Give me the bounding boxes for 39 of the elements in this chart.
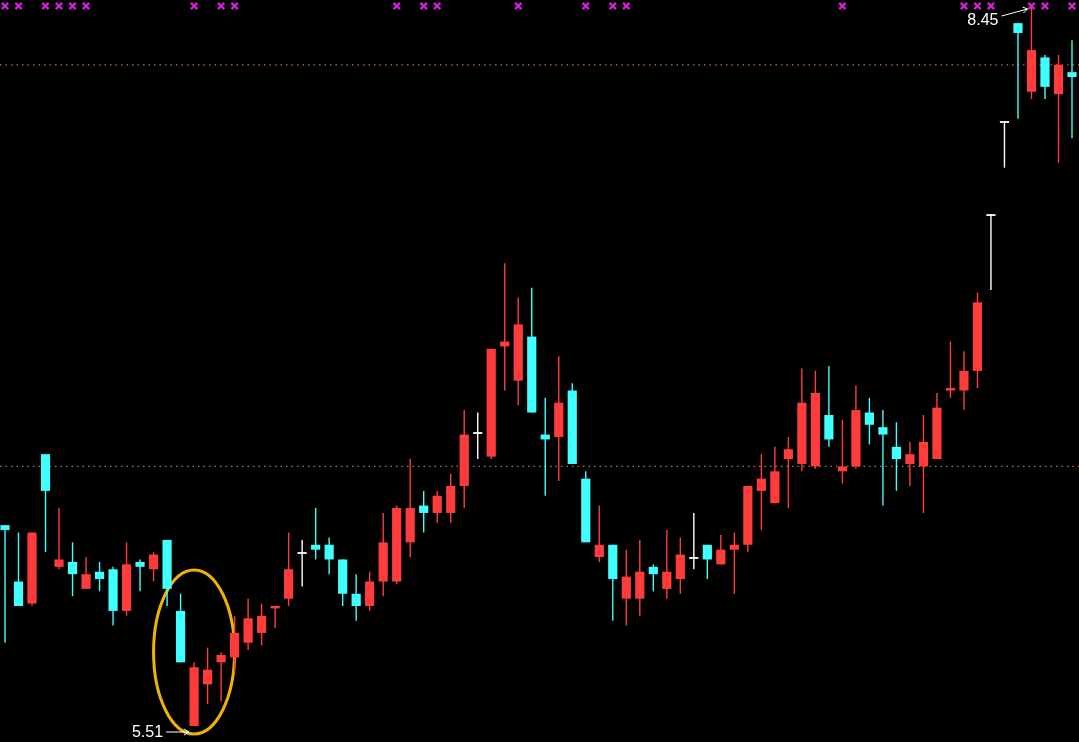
- annotation: 8.45: [967, 11, 999, 28]
- candlestick: [662, 529, 672, 600]
- candlestick: [297, 539, 307, 588]
- candlestick: [729, 531, 739, 595]
- candlestick: [419, 490, 429, 534]
- candlestick: [999, 120, 1010, 169]
- candlestick: [689, 512, 699, 570]
- candlestick: [905, 441, 915, 487]
- candlestick: [473, 411, 483, 460]
- candlestick: [311, 507, 321, 561]
- candlestick: [702, 544, 712, 580]
- candlestick: [54, 507, 64, 570]
- candlestick: [864, 397, 874, 446]
- annotation: 5.51: [131, 723, 164, 740]
- candlestick: [0, 524, 10, 644]
- candlestick: [959, 350, 969, 411]
- candlestick: [324, 536, 334, 575]
- candlestick: [351, 573, 361, 622]
- candlestick: [257, 602, 267, 646]
- candlestick: [67, 541, 78, 597]
- candlestick: [594, 504, 604, 563]
- candlestick: [986, 213, 996, 291]
- candlestick: [432, 490, 442, 524]
- candlestick: [837, 419, 847, 485]
- candlestick: [216, 651, 226, 703]
- candlestick: [135, 558, 145, 593]
- candlestick: [148, 551, 159, 583]
- candlestick: [81, 556, 91, 590]
- candlestick: [756, 453, 766, 531]
- candlestick: [621, 548, 631, 627]
- candlestick: [94, 561, 105, 593]
- candlestick: [648, 563, 658, 593]
- candlestick: [203, 646, 213, 705]
- candlestick: [1013, 22, 1023, 120]
- candlestick: [716, 534, 726, 566]
- candlestick: [1067, 39, 1077, 139]
- candlestick: [783, 436, 793, 509]
- candlestick: [878, 409, 888, 507]
- candlestick: [891, 421, 902, 492]
